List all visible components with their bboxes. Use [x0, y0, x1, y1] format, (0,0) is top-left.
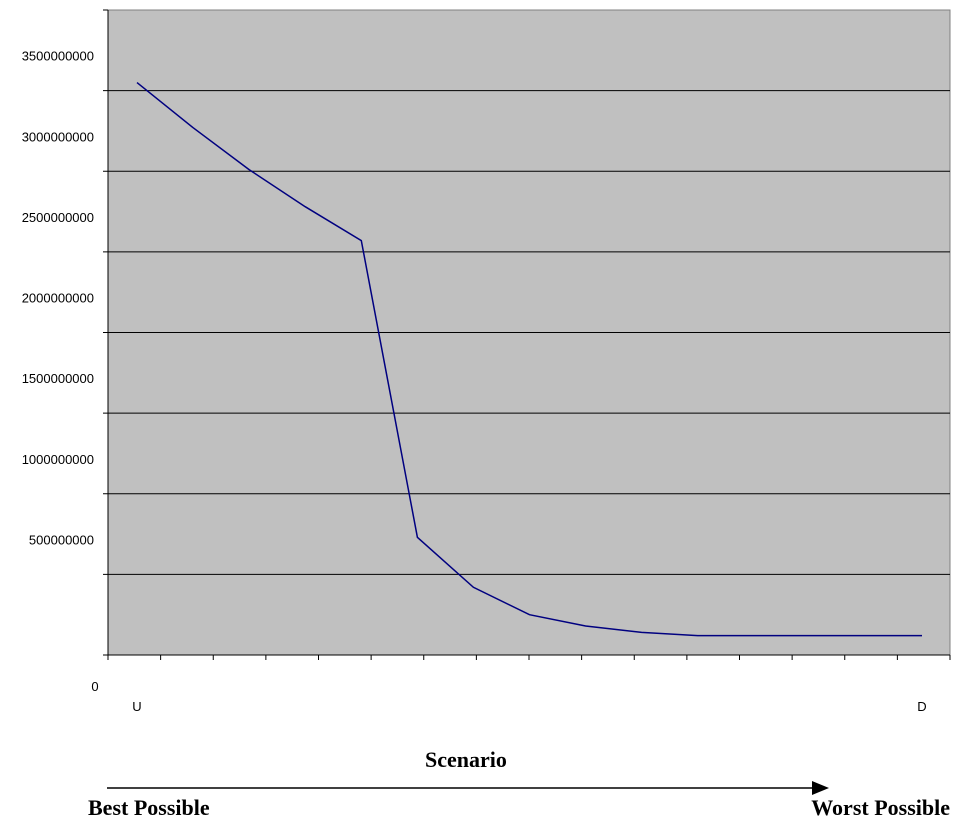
- y-tick-label: 1500000000: [22, 371, 94, 386]
- worst-possible-label: Worst Possible: [811, 795, 950, 819]
- y-tick-label: 500000000: [29, 532, 94, 547]
- y-tick-label: 2000000000: [22, 291, 94, 306]
- y-tick-label: 3500000000: [22, 49, 94, 64]
- arrow-head: [812, 781, 829, 795]
- y-tick-label: 1000000000: [22, 452, 94, 467]
- y-tick-label: 3000000000: [22, 129, 94, 144]
- gridlines: [108, 90, 950, 575]
- series-line: [136, 82, 922, 637]
- best-possible-label: Best Possible: [88, 795, 210, 819]
- x-category-label: D: [917, 699, 926, 714]
- y-tick-label: 0: [91, 679, 98, 694]
- x-category-label: U: [132, 699, 141, 714]
- series-layer: [136, 82, 922, 637]
- x-axis-title: Scenario: [425, 747, 507, 772]
- scenario-arrow: [107, 781, 829, 795]
- y-axis: 0 500000000 1000000000 1500000000 2000000000…: [22, 9, 109, 694]
- y-tick-label: 2500000000: [22, 210, 94, 225]
